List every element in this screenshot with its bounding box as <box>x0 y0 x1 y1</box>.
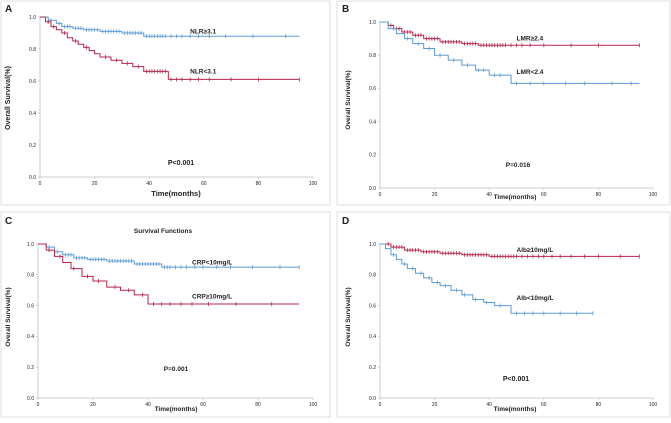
y-tick-label: 0.4 <box>29 111 36 117</box>
y-tick-label: 1.0 <box>29 15 36 21</box>
panel-border <box>336 211 671 418</box>
x-tick-label: 0 <box>39 181 42 187</box>
y-tick-label: 0.2 <box>369 153 376 159</box>
p-value: P<0.001 <box>503 376 529 383</box>
panel-letter: A <box>5 4 12 15</box>
x-tick-label: 40 <box>486 192 492 198</box>
y-tick-label: 0.2 <box>27 365 34 371</box>
x-tick-label: 60 <box>200 402 206 408</box>
panel-a: A Overall Survival(%) Time(months) P<0.0… <box>0 0 331 206</box>
chart-title: Survival Functions <box>134 228 193 235</box>
y-tick-label: 1.0 <box>27 242 34 248</box>
x-tick-label: 40 <box>486 402 492 408</box>
p-value: P=0.016 <box>506 162 531 169</box>
survival-curve-2 <box>380 21 640 84</box>
panel-d: D Overall Survival(%) Time(months) P<0.0… <box>336 211 671 418</box>
x-tick-label: 100 <box>649 192 658 198</box>
x-tick-label: 20 <box>92 181 98 187</box>
x-axis-label: Time(months) <box>494 194 537 201</box>
plot-area: 0 20 40 60 80 100 0.0 0.2 0.4 0.6 0.8 1.0 LMR≥2.4 LMR… <box>369 20 657 198</box>
x-tick-label: 0 <box>37 402 40 408</box>
y-tick-label: 1.0 <box>369 242 376 248</box>
y-tick-label: 0.6 <box>27 303 34 309</box>
y-tick-label: 0.6 <box>29 79 36 85</box>
panel-letter: D <box>342 216 349 227</box>
y-tick-label: 0.4 <box>369 119 376 125</box>
x-tick-label: 0 <box>379 402 382 408</box>
survival-curve-1 <box>380 243 640 257</box>
x-tick-label: 60 <box>541 402 547 408</box>
y-tick-label: 0.8 <box>29 47 36 53</box>
series-label: NLR≥3.1 <box>190 28 216 35</box>
series-label: Alb<10mg/L <box>517 295 554 302</box>
p-value: P=0.001 <box>164 366 189 373</box>
panel-c: C Survival Functions Overall Survival(%)… <box>0 211 331 418</box>
y-tick-label: 1.0 <box>369 20 376 26</box>
x-tick-label: 80 <box>596 402 602 408</box>
panel-border <box>0 211 331 418</box>
survival-curve-1 <box>38 243 300 268</box>
y-tick-label: 0.0 <box>27 396 34 402</box>
series-label: Alb≥10mg/L <box>517 247 554 254</box>
x-axis-label: Time(months) <box>494 406 537 413</box>
panel-letter: C <box>5 216 12 227</box>
x-tick-label: 0 <box>379 192 382 198</box>
y-tick-label: 0.8 <box>27 273 34 279</box>
y-tick-label: 0.8 <box>369 273 376 279</box>
series-label: CRP<10mg/L <box>192 259 232 266</box>
y-tick-label: 0.4 <box>369 334 376 340</box>
plot-area: 0 20 40 60 80 100 0.0 0.2 0.4 0.6 0.8 1.0 NLR≥3.1 NLR… <box>29 15 317 187</box>
x-tick-label: 20 <box>432 192 438 198</box>
x-tick-label: 100 <box>649 402 658 408</box>
x-tick-label: 40 <box>145 402 151 408</box>
x-tick-label: 100 <box>309 402 318 408</box>
series-label: NLR<3.1 <box>190 68 217 75</box>
panel-letter: B <box>342 4 349 15</box>
y-axis-label: Overall Survival(%) <box>345 70 352 129</box>
y-tick-label: 0.6 <box>369 303 376 309</box>
x-tick-label: 80 <box>256 181 262 187</box>
x-axis-label: Time(months) <box>155 406 198 413</box>
y-tick-label: 0.4 <box>27 334 34 340</box>
series-label: LMR<2.4 <box>517 69 544 76</box>
x-tick-label: 80 <box>255 402 261 408</box>
x-tick-label: 80 <box>596 192 602 198</box>
y-tick-label: 0.2 <box>29 143 36 149</box>
y-tick-label: 0.0 <box>29 175 36 181</box>
y-tick-label: 0.2 <box>369 365 376 371</box>
y-tick-label: 0.6 <box>369 86 376 92</box>
survival-curve-2 <box>380 243 593 314</box>
plot-area: 0 20 40 60 80 100 0.0 0.2 0.4 0.6 0.8 1.0 Alb≥10mg/L… <box>369 242 657 408</box>
panel-border <box>336 0 671 206</box>
x-axis-label: Time(months) <box>151 189 201 198</box>
x-tick-label: 40 <box>146 181 152 187</box>
x-tick-label: 100 <box>309 181 318 187</box>
y-tick-label: 0.8 <box>369 53 376 59</box>
y-axis-label: Overall Survival(%) <box>5 66 12 130</box>
x-tick-label: 60 <box>541 192 547 198</box>
series-label: LMR≥2.4 <box>517 36 544 43</box>
p-value: P<0.001 <box>168 160 194 167</box>
y-axis-label: Overall Survival(%) <box>5 287 12 346</box>
plot-area: 0 20 40 60 80 100 0.0 0.2 0.4 0.6 0.8 1.0 CRP<10mg/L… <box>27 242 317 408</box>
y-axis-label: Overall Survival(%) <box>345 287 352 346</box>
x-tick-label: 20 <box>432 402 438 408</box>
panel-b: B Overall Survival(%) Time(months) P=0.0… <box>336 0 671 206</box>
y-tick-label: 0.0 <box>369 186 376 192</box>
x-tick-label: 20 <box>90 402 96 408</box>
panel-border <box>0 0 331 206</box>
series-label: CRP≥10mg/L <box>192 293 232 300</box>
y-tick-label: 0.0 <box>369 396 376 402</box>
x-tick-label: 60 <box>201 181 207 187</box>
